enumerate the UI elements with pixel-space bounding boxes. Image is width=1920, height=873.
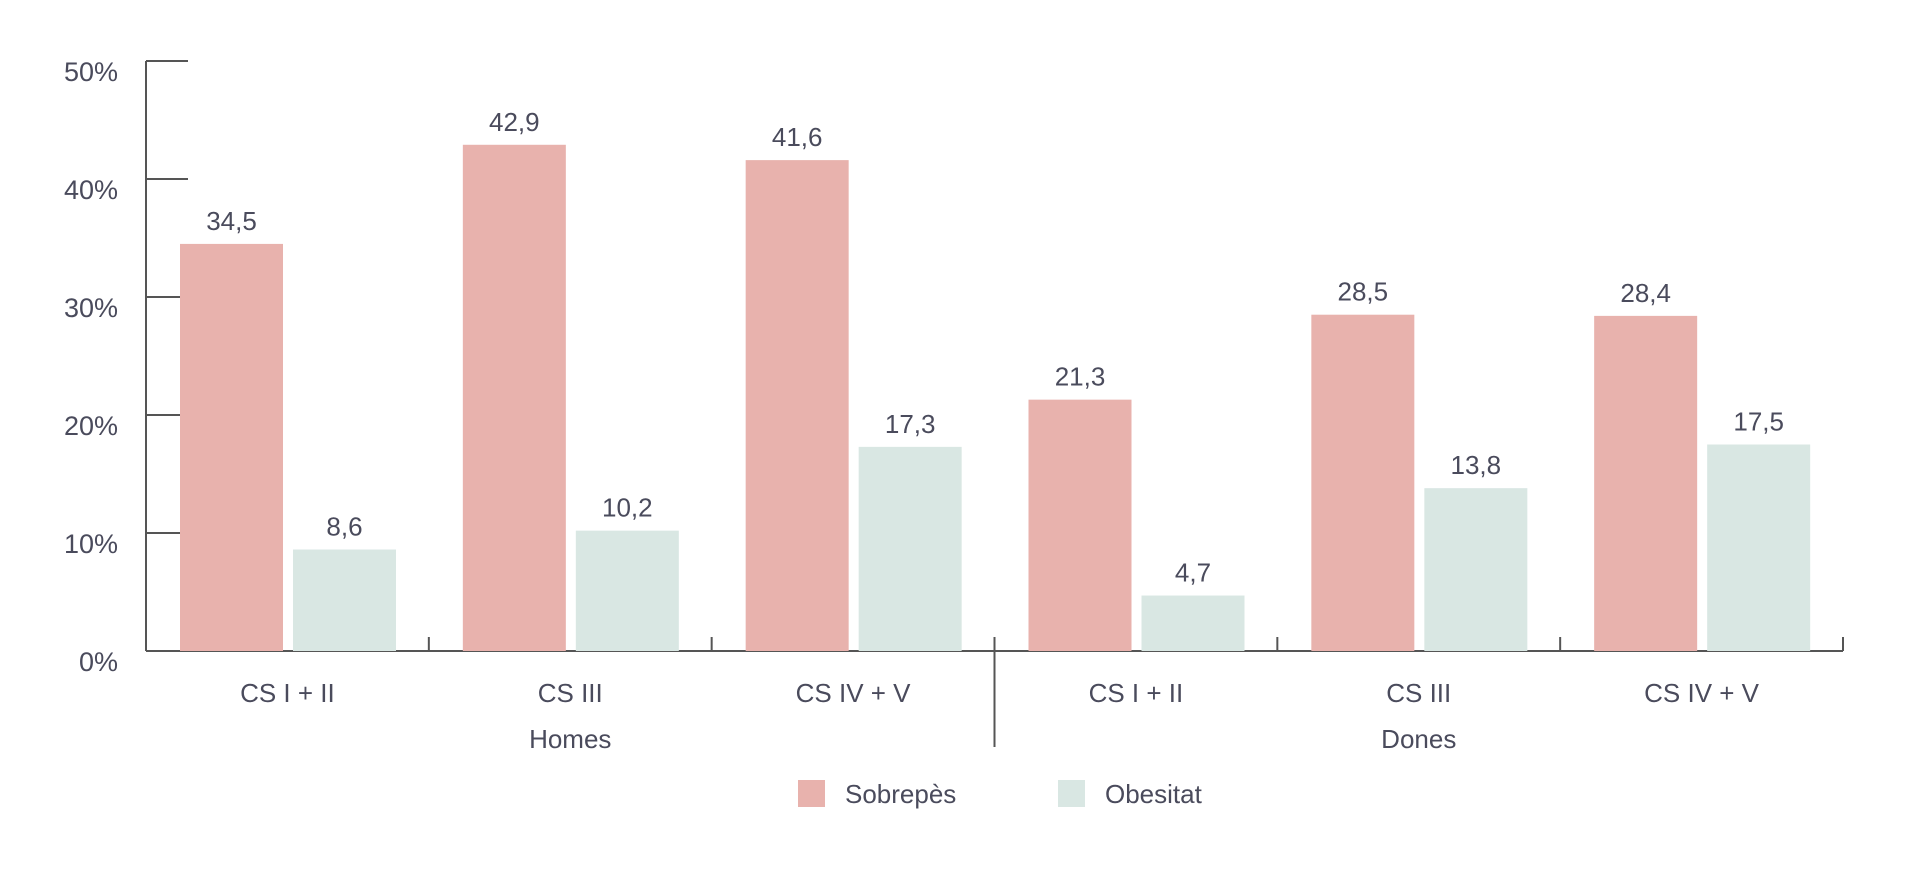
legend-label: Obesitat [1105, 779, 1203, 809]
x-tick-label: CS III [538, 678, 603, 708]
y-tick-label: 20% [64, 411, 118, 441]
bar-sobrepès [462, 144, 566, 651]
y-tick-label: 0% [79, 647, 118, 677]
bar-sobrepès [1028, 399, 1132, 651]
x-tick-label: CS I + II [240, 678, 335, 708]
bar-obesitat [1707, 444, 1811, 651]
bar-obesitat [1141, 595, 1245, 651]
data-label: 21,3 [1055, 362, 1106, 392]
bar-sobrepès [1594, 315, 1698, 651]
bar-obesitat [1424, 488, 1528, 651]
y-tick-label: 10% [64, 529, 118, 559]
bar-sobrepès [745, 160, 849, 651]
x-tick-label: CS I + II [1089, 678, 1184, 708]
group-label: Homes [529, 724, 611, 754]
legend-swatch [1058, 780, 1085, 807]
y-tick-label: 50% [64, 57, 118, 87]
bar-sobrepès [180, 243, 283, 651]
data-label: 13,8 [1451, 450, 1502, 480]
x-tick-label: CS IV + V [1644, 678, 1760, 708]
x-tick-label: CS III [1386, 678, 1451, 708]
bar-obesitat [858, 446, 962, 651]
data-label: 4,7 [1175, 558, 1211, 588]
legend-swatch [798, 780, 825, 807]
data-label: 28,4 [1620, 278, 1671, 308]
data-label: 17,5 [1733, 407, 1784, 437]
bar-obesitat [575, 530, 679, 651]
data-label: 42,9 [489, 107, 540, 137]
data-label: 34,5 [206, 206, 257, 236]
bar-sobrepès [1311, 314, 1415, 651]
y-tick-label: 40% [64, 175, 118, 205]
bar-obesitat [293, 549, 396, 651]
x-tick-label: CS IV + V [796, 678, 912, 708]
data-label: 8,6 [326, 512, 362, 542]
legend-label: Sobrepès [845, 779, 956, 809]
group-label: Dones [1381, 724, 1456, 754]
data-label: 17,3 [885, 409, 936, 439]
data-label: 41,6 [772, 122, 823, 152]
data-label: 28,5 [1338, 277, 1389, 307]
y-tick-label: 30% [64, 293, 118, 323]
data-label: 10,2 [602, 493, 653, 523]
